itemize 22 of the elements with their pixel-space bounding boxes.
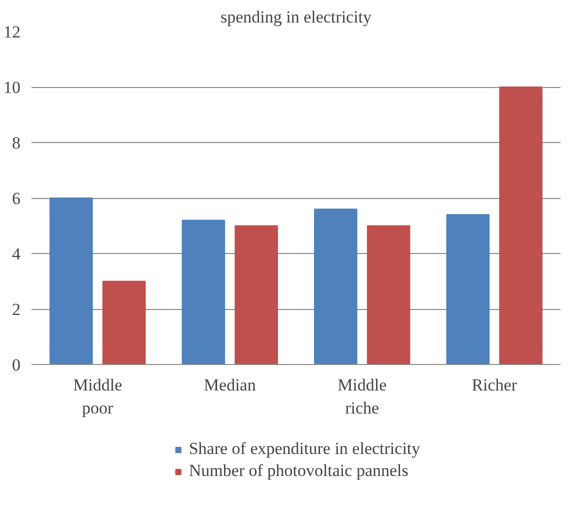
y-tick-label: 0 [12, 356, 20, 374]
x-tick-label: Middle poor [73, 376, 122, 418]
y-tick-label: 12 [4, 22, 20, 42]
x-tick-label: Richer [472, 376, 518, 394]
bar [314, 208, 358, 364]
legend-label: Share of expenditure in electricity [188, 439, 420, 459]
bar [446, 214, 490, 364]
y-tick-label: 2 [12, 300, 20, 319]
x-tick-label: Middle riche [338, 376, 387, 418]
x-tick-label: Median [204, 376, 256, 394]
bar [366, 225, 410, 364]
y-tick-label: 4 [12, 244, 21, 264]
bar [182, 220, 226, 364]
bar [499, 86, 542, 364]
bar [50, 198, 93, 364]
chart-title: spending in electricity [220, 8, 372, 26]
legend-label: Number of photovoltaic pannels [188, 461, 408, 481]
y-tick-label: 8 [12, 134, 20, 152]
bar [102, 280, 146, 364]
y-tick-label: 6 [12, 189, 20, 208]
y-tick-label: 10 [4, 78, 20, 97]
bar [234, 225, 278, 364]
